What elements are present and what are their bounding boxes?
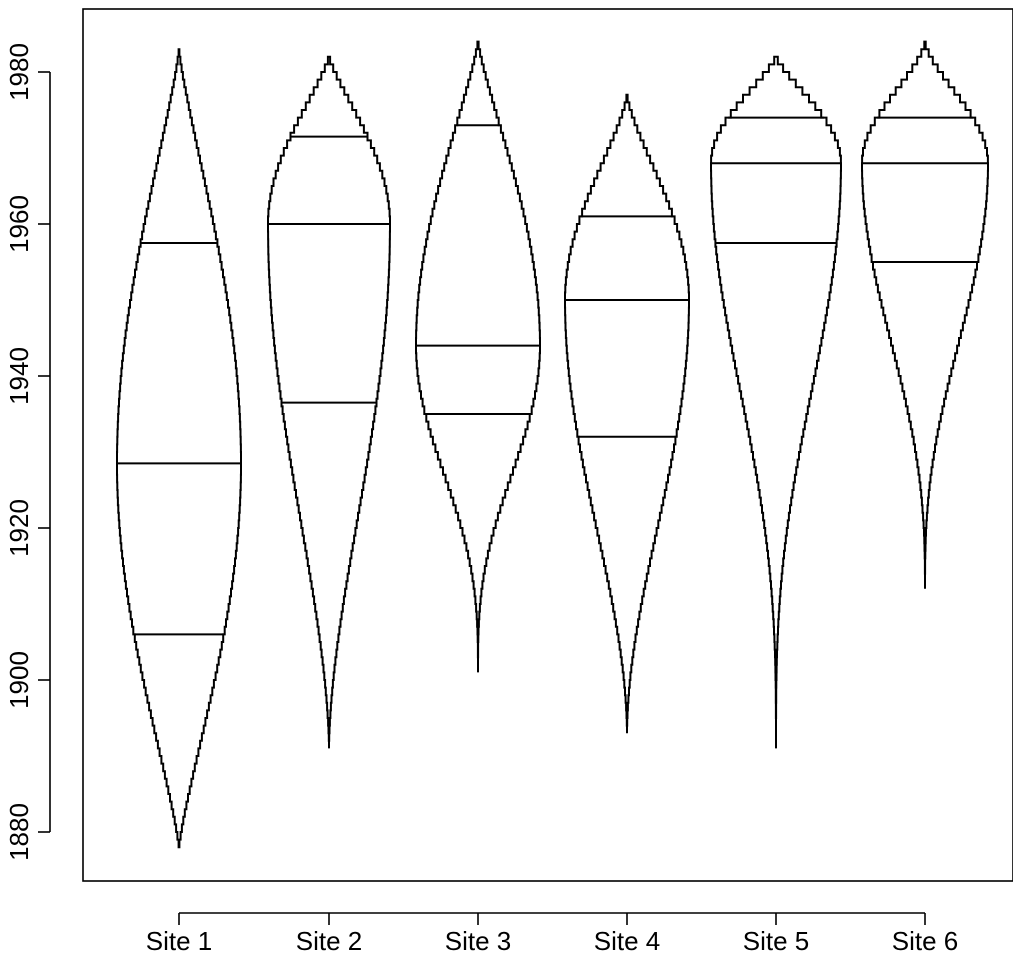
x-tick-label: Site 3 — [445, 926, 512, 956]
x-tick-label: Site 1 — [146, 926, 213, 956]
y-tick-label: 1900 — [4, 651, 34, 709]
x-tick-label: Site 5 — [743, 926, 810, 956]
x-tick-label: Site 2 — [296, 926, 363, 956]
y-tick-label: 1940 — [4, 347, 34, 405]
violin-outline — [415, 40, 541, 673]
violin-outline — [116, 48, 242, 849]
violins — [116, 40, 989, 849]
violin-site-5 — [710, 55, 842, 749]
violin-outline — [710, 55, 842, 749]
x-tick-label: Site 4 — [594, 926, 661, 956]
violin-site-6 — [861, 40, 989, 589]
y-tick-label: 1980 — [4, 43, 34, 101]
plot-frame — [82, 8, 1013, 882]
violin-site-2 — [267, 55, 391, 749]
x-tick-label: Site 6 — [892, 926, 959, 956]
violin-outline — [564, 93, 690, 734]
y-tick-label: 1920 — [4, 499, 34, 557]
y-tick-label: 1960 — [4, 195, 34, 253]
violin-outline — [267, 55, 391, 749]
violin-site-1 — [116, 48, 242, 849]
y-axis: 1880 1900 1920 1940 1960 1980 — [4, 43, 51, 861]
violin-outline — [861, 40, 989, 589]
violin-site-3 — [415, 40, 541, 673]
x-axis: Site 1 Site 2 Site 3 Site 4 Site 5 Site 6 — [146, 912, 959, 956]
violin-site-4 — [564, 93, 690, 734]
y-tick-label: 1880 — [4, 803, 34, 861]
